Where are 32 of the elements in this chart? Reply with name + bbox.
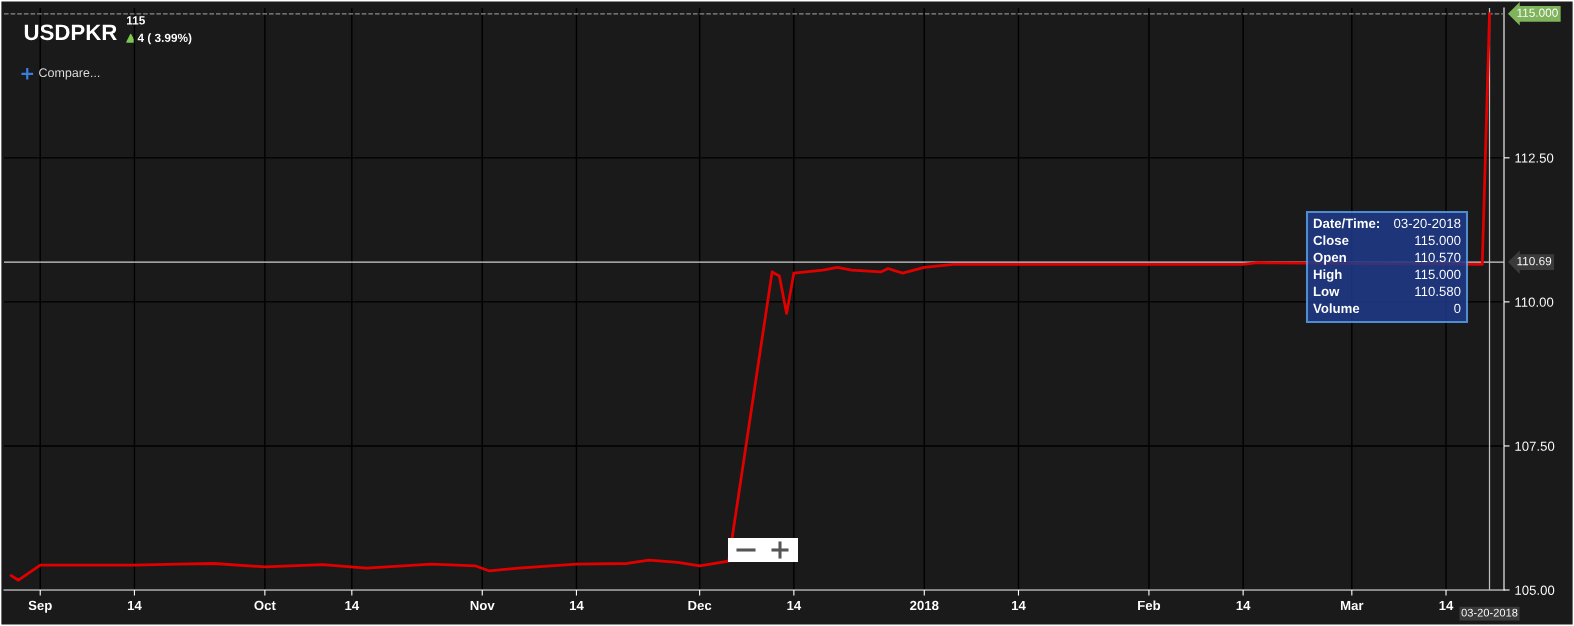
- ref-line-label: 110.69: [1517, 256, 1552, 266]
- x-tick-label: 14: [1011, 600, 1026, 610]
- y-tick-label: 110.00: [1515, 297, 1554, 307]
- text: USDPKR: [24, 24, 117, 41]
- line-series: [9, 12, 1491, 582]
- y-tick-label: 112.50: [1515, 153, 1554, 163]
- text: Low 110.580: [1313, 286, 1461, 297]
- x-tick-label: 2018: [910, 600, 939, 611]
- x-tick-label: 14: [569, 600, 584, 610]
- x-tick-label: Sep: [28, 600, 52, 613]
- text: Volume 0: [1313, 303, 1461, 314]
- annotation: Compare...: [39, 68, 100, 80]
- y-tick-label: 107.50: [1515, 441, 1555, 451]
- annotation: 115: [126, 16, 145, 25]
- text: Close 115.000: [1313, 235, 1461, 246]
- x-tick-label: 14: [1236, 600, 1251, 610]
- ref-line-label: 115.000: [1517, 8, 1558, 17]
- x-tick-label: 14: [345, 600, 360, 610]
- x-tick-label: Dec: [688, 600, 712, 611]
- x-tick-label: Nov: [470, 600, 495, 611]
- annotation: 4 ( 3.99%): [137, 33, 192, 45]
- x-tick-label: 14: [1439, 600, 1454, 610]
- annotation: Date/Time: 03-20-2018: [1313, 218, 1461, 229]
- text: High 115.000: [1313, 269, 1461, 282]
- y-tick-label: 105.00: [1515, 585, 1555, 595]
- text: Open 110.570: [1313, 252, 1461, 265]
- x-tick-label: Mar: [1340, 600, 1364, 611]
- ref-line-label: 03-20-2018: [1461, 608, 1518, 617]
- x-tick-label: Oct: [254, 600, 276, 611]
- x-tick-label: 14: [127, 600, 142, 610]
- x-tick-label: 14: [787, 600, 802, 610]
- x-tick-label: Feb: [1138, 600, 1161, 611]
